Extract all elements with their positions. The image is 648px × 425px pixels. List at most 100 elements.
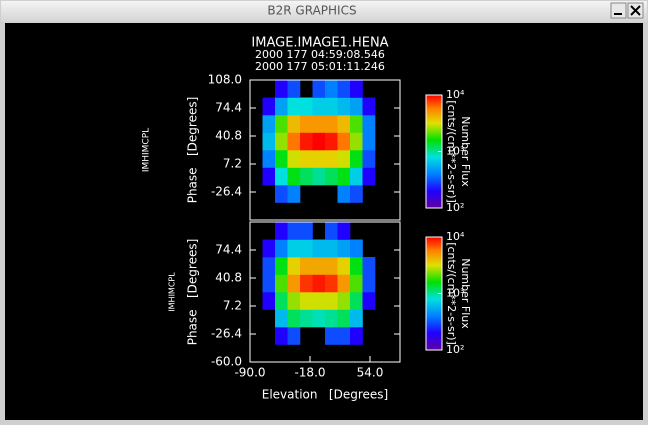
heatmap-cell [350,80,363,98]
heatmap-cell [325,115,338,133]
y-axis-label: Phase [Degrees] [186,239,200,346]
heatmap-cell [312,239,326,258]
heatmap-cell [325,132,338,151]
heatmap-cell [337,274,351,293]
heatmap-cell [287,292,301,310]
heatmap-cell [300,274,313,293]
heatmap-cell [262,150,276,168]
heatmap-cell [300,115,313,133]
heatmap-cell [337,327,351,345]
heatmap-cell [350,257,363,275]
heatmap-cell [362,150,376,168]
heatmap-cell [325,327,338,345]
x-tick-label: -18.0 [294,366,325,380]
heatmap-cell [350,239,363,258]
heatmap-cell [287,222,301,240]
heatmap-cell [325,239,338,258]
heatmap-cell [325,309,338,328]
plot-subtitle: 2000 177 04:59:08.546 [255,48,385,61]
heatmap-cell [287,97,301,116]
heatmap-cell [312,257,326,275]
heatmap-cell [300,97,313,116]
heatmap-cell [337,115,351,133]
heatmap-cell [350,274,363,293]
plot-frame [249,79,401,221]
heatmap-cell [325,97,338,116]
heatmap-cell [325,274,338,293]
heatmap-cell [325,150,338,168]
heatmap-cell [337,185,351,203]
x-axis-label: Elevation [Degrees] [262,388,388,402]
heatmap-cell [300,309,313,328]
heatmap-cell [275,80,288,98]
y-tick-label: 40.8 [215,271,242,285]
colorbar-tick-label: 10² [446,201,464,214]
colorbar-label: [cnts/(cm**2-s-sr)] [445,100,458,203]
heatmap-cell [275,185,288,203]
heatmap-cell [325,167,338,186]
heatmap-cell [287,150,301,168]
heatmap-cell [350,327,363,345]
colorbar-tick-label: 10³ [446,287,464,300]
heatmap-cell [275,222,288,240]
heatmap-cell [337,80,351,98]
y-tick-label: -26.4 [211,327,242,341]
heatmap-cell [262,239,276,258]
colorbar-label: Number Flux [459,116,472,187]
plot-title: IMAGE.IMAGE1.HENA [251,36,388,51]
heatmap-cell [362,292,376,310]
plot-subtitle: 2000 177 05:01:11.246 [255,60,385,73]
y-axis-label: Phase [Degrees] [186,97,200,204]
heatmap-cell [262,257,276,275]
heatmap-cell [362,115,376,133]
heatmap-cell [337,150,351,168]
heatmap-cell [275,274,288,293]
heatmap-cell [262,292,276,310]
heatmap-cell [287,327,301,345]
heatmap-cell [262,132,276,151]
heatmap-cell [312,274,326,293]
heatmap-cell [312,292,326,310]
heatmap-cell [287,185,301,203]
heatmap-cell [325,292,338,310]
heatmap-cell [325,222,338,240]
y-tick-label: -60.0 [211,355,242,369]
side-label: IMHIMCPL [168,272,177,312]
side-label: IMHIMCPL [142,128,152,172]
window-title: B2R GRAPHICS [267,4,356,18]
heatmap-cell [350,150,363,168]
heatmap-cell [337,97,351,116]
minimize-button[interactable] [610,2,627,19]
y-tick-label: 74.4 [215,101,242,115]
heatmap-cell [300,150,313,168]
heatmap-cell [300,239,313,258]
heatmap-cell [300,257,313,275]
colorbar-label: [cnts/(cm**2-s-sr)] [445,242,458,345]
heatmap-cell [275,115,288,133]
title-bar[interactable] [1,1,647,22]
y-tick-label: 108.0 [208,73,242,87]
close-icon [630,5,641,16]
heatmap-cell [275,327,288,345]
heatmap-cell [312,115,326,133]
heatmap-cell [275,132,288,151]
heatmap-cell [262,97,276,116]
heatmap-cell [350,292,363,310]
colorbar-tick-label: 10³ [446,145,464,158]
colorbar-label: Number Flux [459,258,472,329]
colorbar-tick-label: 10⁴ [446,88,465,101]
heatmap-cell [300,167,313,186]
heatmap-cell [337,167,351,186]
heatmap-cell [275,309,288,328]
heatmap-cell [300,132,313,151]
heatmap-cell [287,257,301,275]
heatmap-cell [350,185,363,203]
heatmap-cell [300,292,313,310]
heatmap-cell [312,309,326,328]
heatmap-cell [287,115,301,133]
y-tick-label: 74.4 [215,243,242,257]
heatmap-cell [275,167,288,186]
heatmap-cell [287,132,301,151]
x-tick-label: -90.0 [234,366,265,380]
heatmap-cell [350,97,363,116]
